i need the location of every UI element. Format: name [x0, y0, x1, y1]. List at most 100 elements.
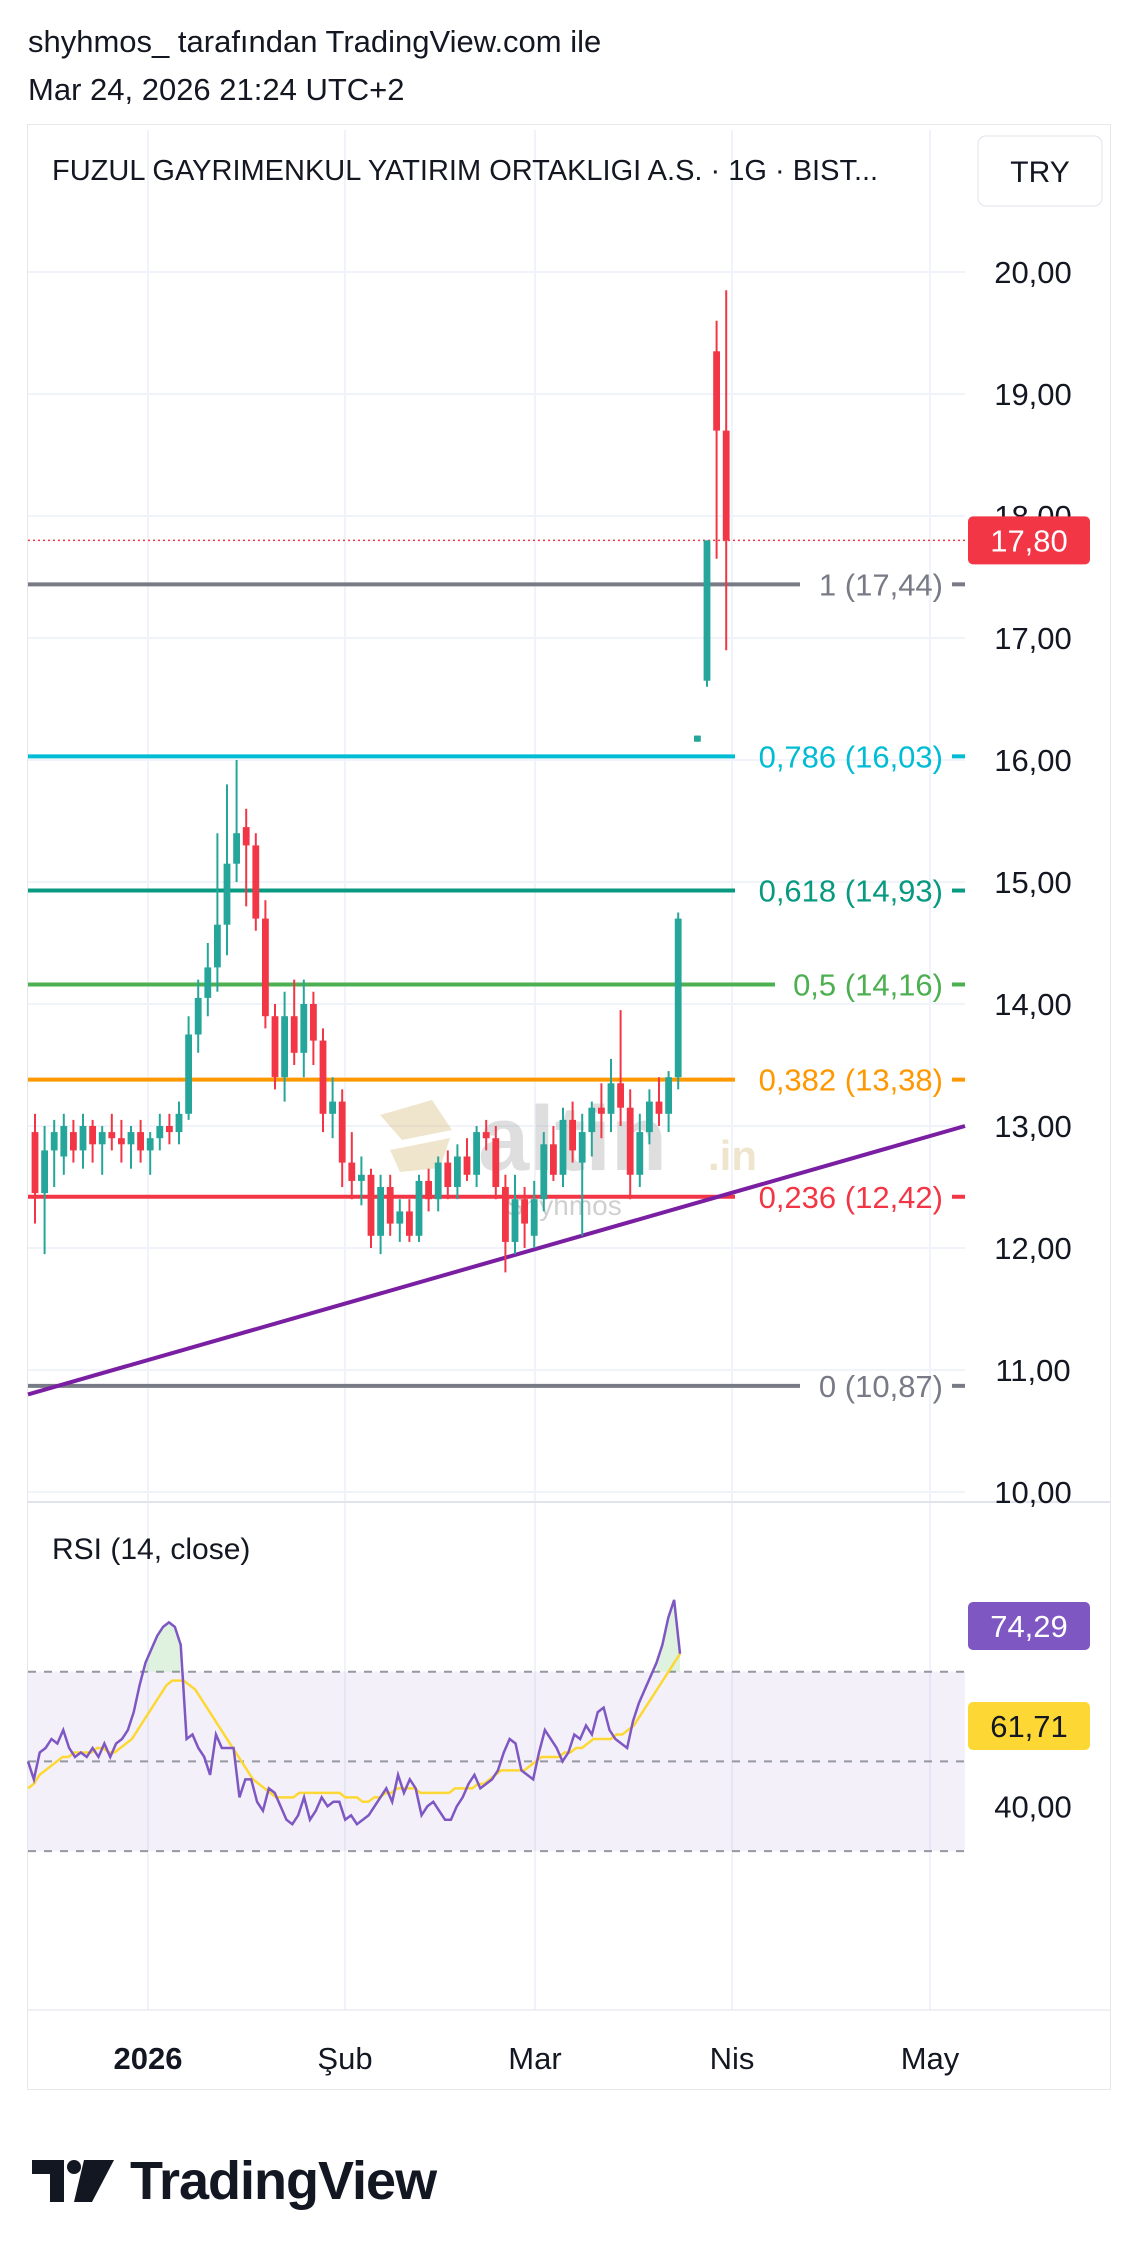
candle-body	[502, 1187, 509, 1242]
candle	[502, 1174, 509, 1273]
fib-level-label: 0 (10,87)	[819, 1369, 943, 1404]
candle-body	[329, 1101, 336, 1114]
candle	[655, 1077, 663, 1126]
candle	[262, 900, 269, 1029]
currency-button-box[interactable]	[977, 135, 1103, 207]
candle	[31, 1113, 39, 1224]
candle-body	[386, 1187, 394, 1224]
candle-body	[674, 918, 682, 1078]
candle-body	[290, 1016, 298, 1053]
tradingview-logo[interactable]: TradingView	[30, 2150, 437, 2212]
candle	[473, 1126, 480, 1187]
candle-body	[463, 1156, 471, 1175]
candle	[598, 1083, 605, 1139]
title-labels: FUZUL GAYRIMENKUL YATIRIM ORTAKLIGI A.S.…	[52, 135, 1103, 1750]
candle	[454, 1144, 461, 1200]
candle	[665, 1071, 672, 1133]
candle-body	[166, 1126, 173, 1133]
candle-body	[31, 1132, 39, 1194]
currency-button[interactable]: TRY	[1010, 156, 1069, 189]
candle-body	[223, 863, 231, 925]
candle-body	[310, 1004, 317, 1041]
rsi-line	[26, 1599, 682, 1827]
candle	[166, 1113, 173, 1145]
candle	[617, 1010, 624, 1126]
price-tick-label: 11,00	[995, 1353, 1070, 1388]
candle	[703, 540, 711, 687]
tradingview-logo-icon	[32, 2160, 114, 2202]
candle-body	[367, 1174, 375, 1236]
candle-body	[665, 1077, 672, 1114]
candle	[146, 1132, 154, 1175]
candle	[713, 320, 720, 559]
fibonacci-levels: 1 (17,44) 0,786 (16,03) 0,618 (14,93) 0,5 (…	[28, 567, 965, 1404]
price-tick-label: 12,00	[994, 1231, 1072, 1266]
candle-body	[646, 1101, 653, 1133]
candle-body	[271, 1016, 279, 1078]
candle	[578, 1113, 586, 1236]
fib-level-label: 0,236 (12,42)	[759, 1180, 943, 1215]
candle	[108, 1113, 116, 1151]
candle	[434, 1156, 442, 1212]
candle-body	[434, 1162, 442, 1200]
candle-body	[281, 1016, 288, 1078]
candle-body	[300, 1004, 308, 1053]
rsi-title: RSI (14, close)	[52, 1533, 250, 1566]
candle-body	[50, 1132, 58, 1151]
fib-level-label: 0,786 (16,03)	[759, 739, 943, 774]
fib-level-label: 1 (17,44)	[819, 567, 943, 602]
candle-body	[146, 1138, 154, 1151]
candle-body	[521, 1199, 528, 1224]
candles	[31, 290, 730, 1273]
candle	[310, 991, 317, 1065]
price-tick-label: 19,00	[994, 377, 1072, 412]
candle-body	[617, 1083, 624, 1108]
candle	[530, 1180, 538, 1248]
time-tick-label: Şub	[317, 2041, 372, 2076]
candle-body	[175, 1113, 183, 1133]
candle	[463, 1138, 471, 1181]
candle-body	[569, 1119, 576, 1151]
fib-level-label: 0,618 (14,93)	[759, 874, 943, 909]
candle-body	[425, 1180, 432, 1200]
candle-body	[415, 1180, 423, 1236]
candle-body	[694, 735, 701, 742]
candle	[156, 1113, 164, 1151]
candle	[569, 1101, 576, 1163]
symbol-title[interactable]: FUZUL GAYRIMENKUL YATIRIM ORTAKLIGI A.S.…	[52, 155, 878, 187]
candle	[98, 1126, 106, 1175]
fib-level-label: 0,5 (14,16)	[793, 967, 943, 1002]
last-price-badge-bg	[968, 516, 1090, 565]
candle-body	[598, 1107, 605, 1114]
candle	[242, 808, 250, 907]
candle-body	[636, 1132, 644, 1175]
candle-body	[482, 1132, 490, 1139]
candle	[694, 735, 701, 742]
candle-body	[396, 1211, 404, 1224]
candle	[367, 1168, 375, 1248]
candle-body	[214, 924, 221, 968]
candle	[415, 1174, 423, 1242]
candle-body	[70, 1132, 77, 1151]
candle-body	[252, 845, 260, 919]
candle-body	[703, 540, 711, 681]
candle	[194, 979, 202, 1053]
candle-body	[406, 1211, 413, 1236]
candle-body	[473, 1132, 480, 1175]
candle-body	[511, 1199, 519, 1242]
candle	[550, 1126, 557, 1181]
candle-body	[358, 1174, 365, 1181]
rsi-overbought-fill	[145, 1622, 181, 1672]
candle	[290, 979, 298, 1065]
candle	[252, 833, 260, 931]
price-tick-label: 15,00	[994, 865, 1072, 900]
candle-body	[319, 1040, 327, 1114]
watermark-suffix: .in	[708, 1132, 757, 1179]
candle	[338, 1089, 346, 1187]
candle-body	[559, 1119, 567, 1175]
candle	[540, 1132, 548, 1212]
candle-body	[377, 1187, 384, 1236]
candle-body	[194, 997, 202, 1035]
candle-body	[530, 1199, 538, 1236]
